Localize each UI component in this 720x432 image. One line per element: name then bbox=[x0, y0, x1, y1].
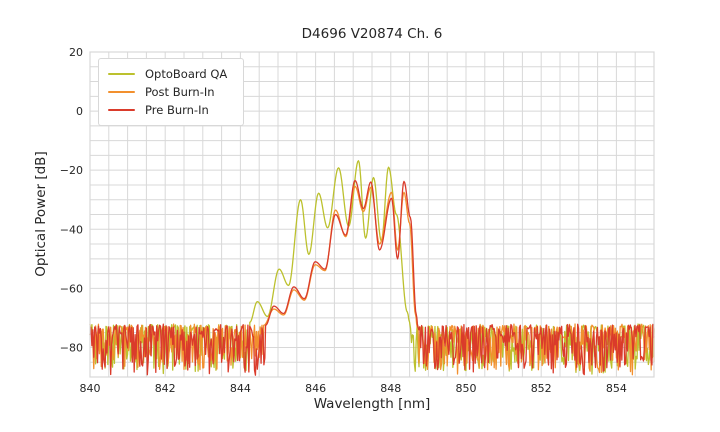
y-tick-label: 0 bbox=[76, 105, 83, 118]
y-tick-label: −80 bbox=[60, 341, 83, 354]
series-line-pre-burn-in bbox=[89, 179, 655, 376]
x-tick-label: 846 bbox=[305, 382, 326, 395]
tick-labels: 840 842 844 846 848 850 852 854 20 0 −20 −40 −60 −80 bbox=[60, 46, 627, 395]
legend-item-optoboard-qa: OptoBoard QA bbox=[108, 66, 234, 82]
legend: OptoBoard QA Post Burn-In Pre Burn-In bbox=[98, 58, 244, 126]
x-tick-label: 854 bbox=[606, 382, 627, 395]
x-tick-label: 850 bbox=[456, 382, 477, 395]
y-tick-label: −40 bbox=[60, 223, 83, 236]
plot-frame bbox=[89, 51, 655, 378]
x-tick-label: 844 bbox=[230, 382, 251, 395]
series-lines bbox=[89, 160, 655, 376]
legend-line-swatch bbox=[108, 90, 135, 94]
y-tick-label: 20 bbox=[69, 46, 83, 59]
series-line-post-burn-in bbox=[89, 185, 655, 376]
legend-label: Pre Burn-In bbox=[145, 103, 209, 117]
chart-title: D4696 V20874 Ch. 6 bbox=[301, 26, 443, 42]
x-tick-label: 840 bbox=[80, 382, 101, 395]
x-tick-label: 842 bbox=[155, 382, 176, 395]
legend-label: OptoBoard QA bbox=[145, 67, 228, 81]
legend-item-pre-burn-in: Pre Burn-In bbox=[108, 102, 234, 118]
x-axis-label: Wavelength [nm] bbox=[313, 396, 431, 412]
y-axis-label: Optical Power [dB] bbox=[33, 151, 49, 277]
x-tick-label: 848 bbox=[380, 382, 401, 395]
legend-line-swatch bbox=[108, 72, 135, 76]
legend-item-post-burn-in: Post Burn-In bbox=[108, 84, 234, 100]
legend-line-swatch bbox=[108, 108, 135, 112]
y-tick-label: −60 bbox=[60, 282, 83, 295]
legend-label: Post Burn-In bbox=[145, 85, 215, 99]
x-tick-label: 852 bbox=[531, 382, 552, 395]
y-tick-label: −20 bbox=[60, 164, 83, 177]
